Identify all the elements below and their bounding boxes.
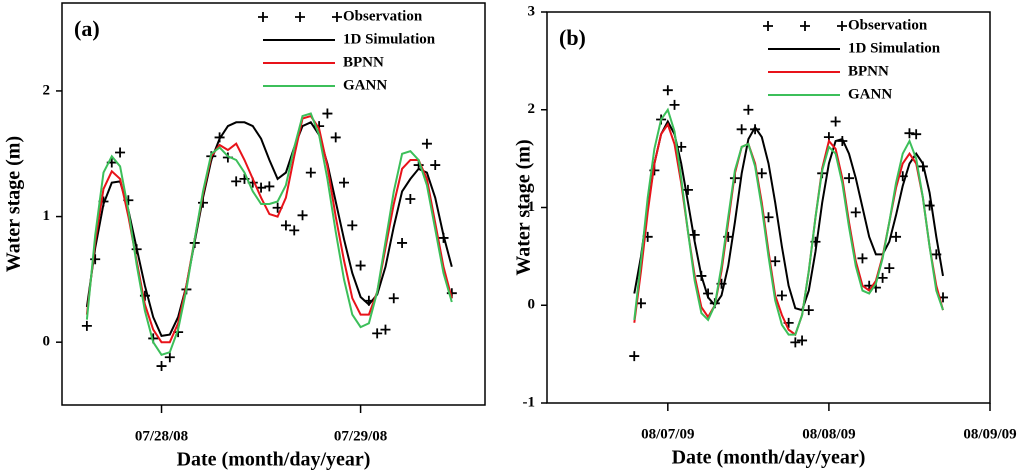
panel-label: (b) <box>559 25 586 50</box>
series-line <box>633 107 944 336</box>
plot-frame <box>61 2 486 406</box>
legend-label: GANN <box>848 86 892 102</box>
observation-marker <box>857 253 868 264</box>
observation-marker <box>164 352 175 363</box>
observation-marker <box>305 167 316 178</box>
observation-marker <box>756 168 767 179</box>
observation-marker <box>736 124 747 135</box>
series-line <box>85 114 453 344</box>
x-tick-label: 08/09/09 <box>963 426 1016 442</box>
legend-marker <box>332 12 342 22</box>
observation-marker <box>797 335 808 346</box>
observation-marker <box>877 272 888 283</box>
y-tick-label: 1 <box>528 199 536 215</box>
legend-label: 1D Simulation <box>848 40 941 56</box>
series-line <box>633 119 944 312</box>
observation-marker <box>844 173 855 184</box>
observation-marker <box>330 132 341 143</box>
observation-marker <box>81 320 92 331</box>
y-tick-label: 0 <box>43 334 51 350</box>
x-axis-label: Date (month/day/year) <box>177 449 371 471</box>
observation-marker <box>662 85 673 96</box>
legend-marker <box>258 12 268 22</box>
observation-marker <box>156 361 167 372</box>
observation-marker <box>924 200 935 211</box>
series-line <box>85 112 453 356</box>
x-tick-label: 07/29/08 <box>334 428 387 444</box>
observation-marker <box>405 193 416 204</box>
legend-marker <box>295 12 305 22</box>
panel-label: (a) <box>74 16 100 41</box>
observation-marker <box>347 220 358 231</box>
observation-marker <box>743 104 754 115</box>
legend-label: Observation <box>343 8 423 24</box>
observation-marker <box>850 207 861 218</box>
y-axis-label: Water stage (m) <box>3 136 25 272</box>
x-axis-label: Date (month/day/year) <box>672 447 866 469</box>
legend-marker <box>837 21 847 31</box>
observation-marker <box>372 328 383 339</box>
observation-marker <box>629 351 640 362</box>
observation-marker <box>231 176 242 187</box>
y-tick-label: 2 <box>528 101 536 117</box>
legend-label: 1D Simulation <box>343 31 436 47</box>
observation-marker <box>388 293 399 304</box>
observation-marker <box>763 212 774 223</box>
legend-label: BPNN <box>343 54 384 70</box>
y-axis-label: Water stage (m) <box>513 139 535 275</box>
observation-marker <box>264 181 275 192</box>
series-line <box>633 122 944 337</box>
observation-marker <box>280 220 291 231</box>
observation-marker <box>380 324 391 335</box>
y-tick-label: -1 <box>523 394 536 410</box>
observation-marker <box>911 129 922 140</box>
observation-marker <box>682 184 693 195</box>
observation-marker <box>339 177 349 188</box>
observation-marker <box>297 210 308 221</box>
legend-label: BPNN <box>848 63 889 79</box>
observation-marker <box>669 99 680 110</box>
series-line <box>85 121 453 338</box>
observation-marker <box>421 138 432 149</box>
x-tick-label: 08/07/09 <box>641 426 694 442</box>
observation-marker <box>115 147 126 158</box>
observation-marker <box>884 263 895 274</box>
observation-marker <box>790 337 801 348</box>
y-tick-label: 0 <box>528 297 536 313</box>
observation-marker <box>322 108 333 119</box>
observation-marker <box>891 231 902 242</box>
observation-marker <box>776 290 787 301</box>
x-tick-label: 07/28/08 <box>135 428 188 444</box>
observation-marker <box>904 128 915 139</box>
legend-marker <box>763 21 773 31</box>
observation-marker <box>430 160 441 171</box>
x-tick-label: 08/08/09 <box>802 426 855 442</box>
y-tick-label: 3 <box>528 3 536 19</box>
observation-marker <box>803 305 814 316</box>
observation-marker <box>289 225 300 236</box>
legend-label: Observation <box>848 17 928 33</box>
legend-label: GANN <box>343 77 387 93</box>
legend-marker <box>800 21 810 31</box>
y-tick-label: 2 <box>43 82 51 98</box>
observation-marker <box>397 237 408 248</box>
observation-marker <box>770 256 781 267</box>
y-tick-label: 1 <box>43 208 51 224</box>
observation-marker <box>355 260 366 271</box>
observation-marker <box>830 116 841 127</box>
